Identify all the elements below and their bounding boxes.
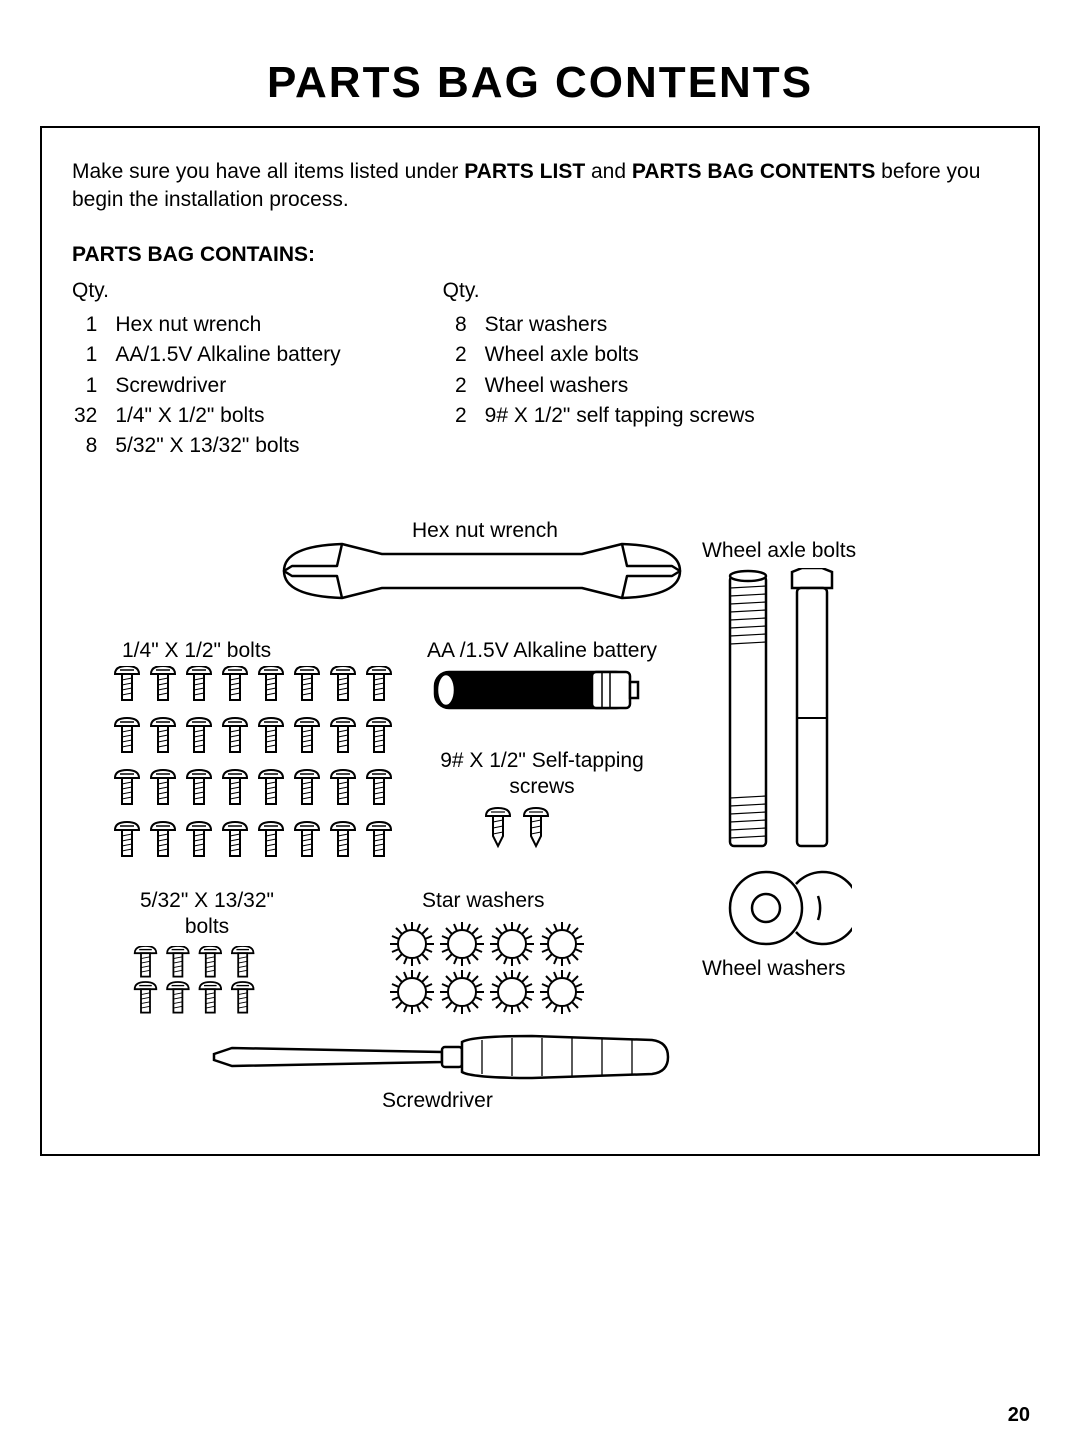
battery-icon <box>432 666 642 714</box>
wheel-axle-bolts-icon <box>722 568 842 858</box>
star-washers-icon <box>382 918 602 1018</box>
diagram-area: Hex nut wrench Wheel axle bolts 1/4" X 1… <box>42 508 1038 1154</box>
name-cell: 5/32" X 13/32" bolts <box>115 432 340 460</box>
name-cell: Screwdriver <box>115 372 340 400</box>
name-cell: Star washers <box>485 311 755 339</box>
name-cell: 1/4" X 1/2" bolts <box>115 402 340 430</box>
qty-header-left: Qty. <box>72 277 343 305</box>
qty-cell: 2 <box>445 372 483 400</box>
left-parts-column: Qty. 1Hex nut wrench 1AA/1.5V Alkaline b… <box>72 277 343 463</box>
intro-bold-2: PARTS BAG CONTENTS <box>632 160 875 183</box>
table-row: 2Wheel axle bolts <box>445 341 755 369</box>
qty-cell: 1 <box>74 372 113 400</box>
name-cell: Hex nut wrench <box>115 311 340 339</box>
table-row: 8Star washers <box>445 311 755 339</box>
screwdriver-icon <box>212 1030 672 1085</box>
small-bolts-icon <box>132 946 282 1026</box>
qty-cell: 1 <box>74 341 113 369</box>
intro-mid: and <box>585 160 632 183</box>
intro-text: Make sure you have all items listed unde… <box>72 158 1008 215</box>
right-parts-column: Qty. 8Star washers 2Wheel axle bolts 2Wh… <box>443 277 757 463</box>
intro-bold-1: PARTS LIST <box>464 160 585 183</box>
label-quarter-bolts: 1/4" X 1/2" bolts <box>122 638 271 664</box>
label-wheel-washers: Wheel washers <box>702 956 846 982</box>
qty-cell: 8 <box>74 432 113 460</box>
content-box: Make sure you have all items listed unde… <box>40 126 1040 1156</box>
qty-cell: 2 <box>445 402 483 430</box>
page-number: 20 <box>1008 1404 1030 1427</box>
name-cell: AA/1.5V Alkaline battery <box>115 341 340 369</box>
table-row: 1AA/1.5V Alkaline battery <box>74 341 341 369</box>
label-screwdriver: Screwdriver <box>382 1088 493 1114</box>
qty-header-right: Qty. <box>443 277 757 305</box>
qty-cell: 32 <box>74 402 113 430</box>
qty-cell: 2 <box>445 341 483 369</box>
label-battery: AA /1.5V Alkaline battery <box>427 638 657 664</box>
page-title: PARTS BAG CONTENTS <box>0 58 1080 108</box>
label-self-tapping: 9# X 1/2" Self-tapping screws <box>437 748 647 801</box>
intro-prefix: Make sure you have all items listed unde… <box>72 160 464 183</box>
name-cell: 9# X 1/2" self tapping screws <box>485 402 755 430</box>
table-row: 321/4" X 1/2" bolts <box>74 402 341 430</box>
left-parts-table: 1Hex nut wrench 1AA/1.5V Alkaline batter… <box>72 309 343 463</box>
table-row: 1Screwdriver <box>74 372 341 400</box>
label-star-washers: Star washers <box>422 888 545 914</box>
hex-wrench-icon <box>282 526 682 616</box>
label-small-bolts: 5/32" X 13/32" bolts <box>127 888 287 941</box>
table-row: 85/32" X 13/32" bolts <box>74 432 341 460</box>
right-parts-table: 8Star washers 2Wheel axle bolts 2Wheel w… <box>443 309 757 432</box>
table-row: 29# X 1/2" self tapping screws <box>445 402 755 430</box>
label-wheel-axle-bolts: Wheel axle bolts <box>702 538 856 564</box>
table-row: 2Wheel washers <box>445 372 755 400</box>
sub-heading: PARTS BAG CONTAINS: <box>72 243 1008 267</box>
name-cell: Wheel axle bolts <box>485 341 755 369</box>
wheel-washers-icon <box>722 868 852 948</box>
parts-lists: Qty. 1Hex nut wrench 1AA/1.5V Alkaline b… <box>72 277 1008 463</box>
name-cell: Wheel washers <box>485 372 755 400</box>
self-tapping-screws-icon <box>482 806 562 850</box>
qty-cell: 1 <box>74 311 113 339</box>
qty-cell: 8 <box>445 311 483 339</box>
quarter-bolts-icon <box>112 666 402 876</box>
table-row: 1Hex nut wrench <box>74 311 341 339</box>
